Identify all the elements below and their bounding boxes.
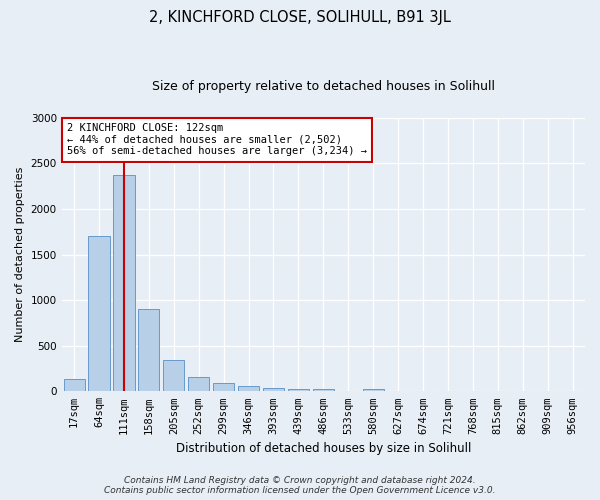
Text: 2, KINCHFORD CLOSE, SOLIHULL, B91 3JL: 2, KINCHFORD CLOSE, SOLIHULL, B91 3JL [149, 10, 451, 25]
Bar [313, 389, 334, 392]
Bar [362, 390, 384, 392]
Bar [113, 175, 134, 392]
Bar [288, 390, 309, 392]
Text: Contains HM Land Registry data © Crown copyright and database right 2024.
Contai: Contains HM Land Registry data © Crown c… [104, 476, 496, 495]
Bar [263, 388, 284, 392]
Text: 2 KINCHFORD CLOSE: 122sqm
← 44% of detached houses are smaller (2,502)
56% of se: 2 KINCHFORD CLOSE: 122sqm ← 44% of detac… [67, 123, 367, 156]
X-axis label: Distribution of detached houses by size in Solihull: Distribution of detached houses by size … [176, 442, 471, 455]
Bar [88, 236, 110, 392]
Y-axis label: Number of detached properties: Number of detached properties [15, 167, 25, 342]
Bar [163, 360, 184, 392]
Bar [213, 383, 234, 392]
Bar [238, 386, 259, 392]
Bar [188, 376, 209, 392]
Title: Size of property relative to detached houses in Solihull: Size of property relative to detached ho… [152, 80, 495, 93]
Bar [64, 378, 85, 392]
Bar [138, 309, 160, 392]
